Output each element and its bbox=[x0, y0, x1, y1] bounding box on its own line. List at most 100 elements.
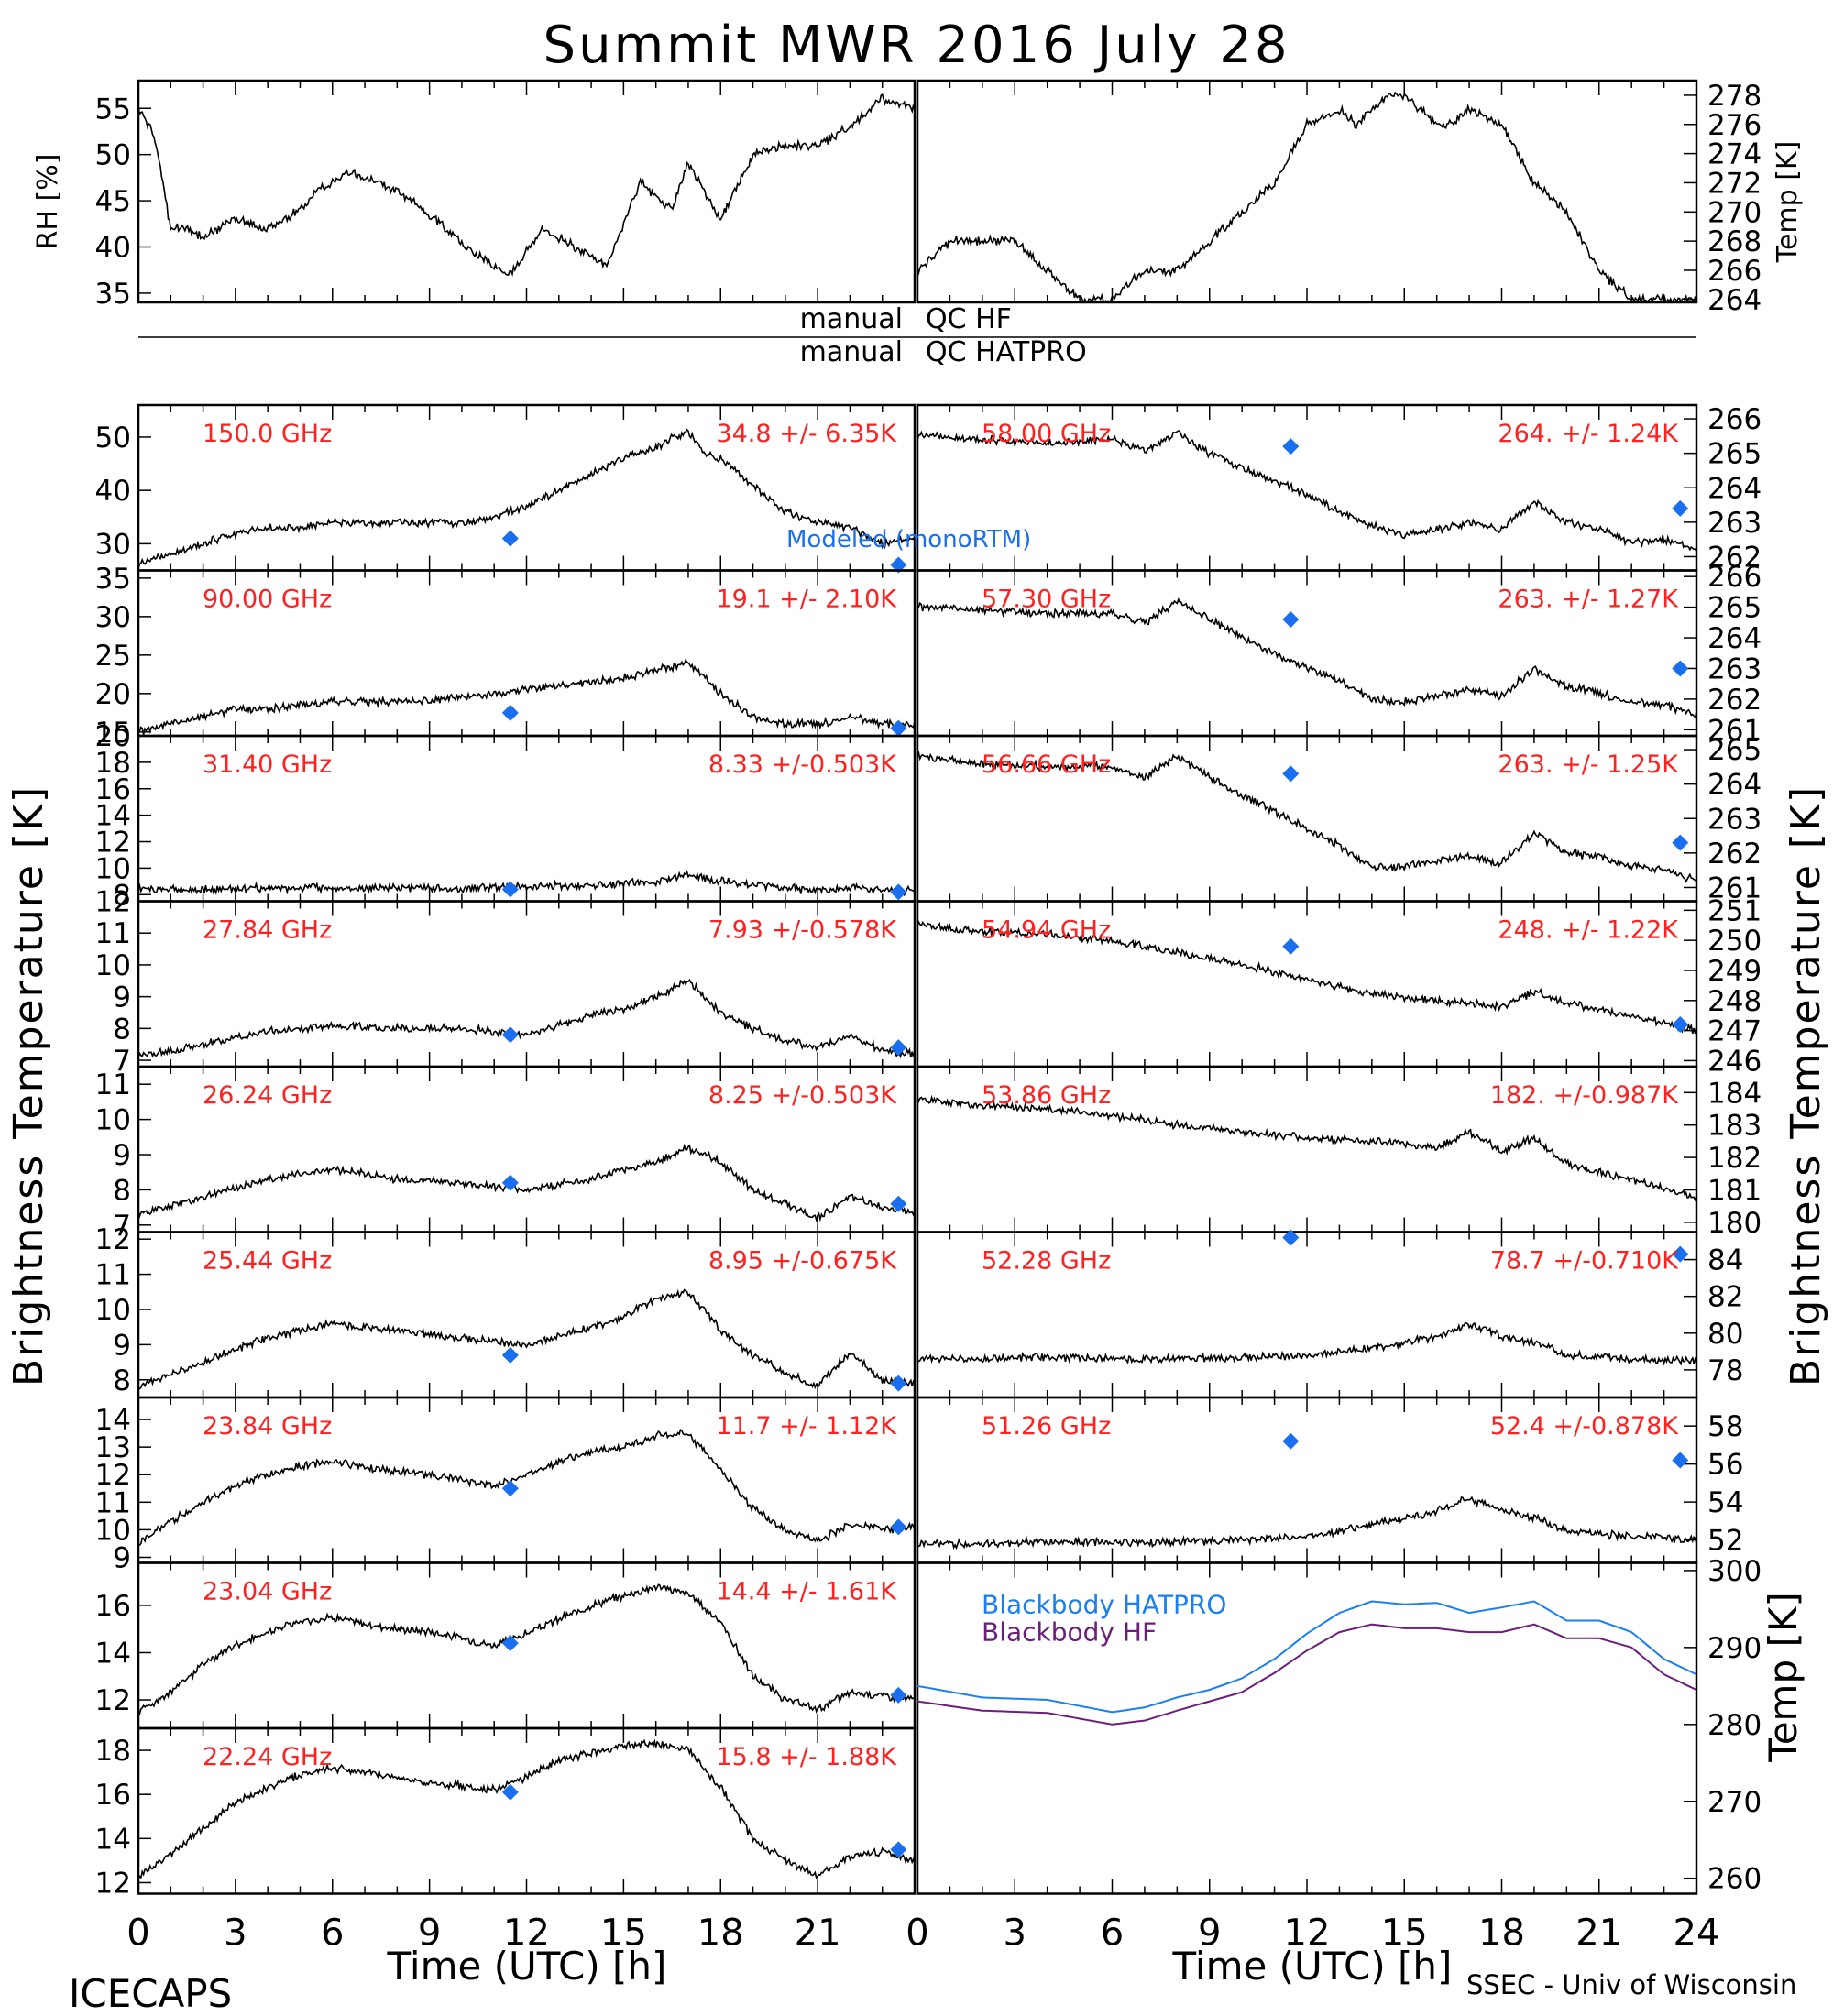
series-line bbox=[138, 870, 915, 897]
y-tick-label: 246 bbox=[1707, 1045, 1762, 1078]
y-tick-label: 247 bbox=[1707, 1015, 1762, 1048]
panel-y-label: Temp [K] bbox=[1772, 141, 1804, 264]
y-tick-label: 7 bbox=[113, 1210, 131, 1243]
stat-label: 34.8 +/- 6.35K bbox=[716, 420, 897, 448]
y-tick-label: 20 bbox=[95, 720, 131, 753]
y-tick-label: 13 bbox=[95, 1431, 131, 1464]
panel-right-6: 58 56 54 52 51.26 GHz 52.4 +/-0.878K bbox=[916, 1396, 1743, 1564]
qc-flags: manual QC HF manual QC HATPRO bbox=[138, 303, 1696, 368]
y-tick-label: 14 bbox=[95, 1404, 131, 1437]
stat-label: 248. +/- 1.22K bbox=[1498, 916, 1679, 945]
series-line bbox=[917, 1321, 1696, 1366]
panel-left-0: 50 40 30 150.0 GHz 34.8 +/- 6.35K bbox=[95, 403, 916, 574]
y-tick-label: 264 bbox=[1707, 284, 1762, 317]
stat-label: 264. +/- 1.24K bbox=[1498, 420, 1679, 448]
stat-label: 7.93 +/-0.578K bbox=[708, 916, 897, 945]
qc-hf-left-label: manual bbox=[800, 303, 903, 335]
model-point bbox=[1672, 660, 1689, 677]
series-line bbox=[917, 1496, 1696, 1550]
model-point bbox=[1282, 765, 1300, 783]
y-tick-label: 260 bbox=[1707, 1863, 1762, 1896]
y-tick-label: 266 bbox=[1707, 561, 1762, 594]
model-point bbox=[1282, 937, 1300, 955]
x-tick-label: 15 bbox=[1381, 1912, 1428, 1955]
y-tick-label: 262 bbox=[1707, 684, 1762, 717]
y-tick-label: 265 bbox=[1707, 438, 1762, 471]
stat-label: 263. +/- 1.27K bbox=[1498, 586, 1679, 614]
x-tick-label: 24 bbox=[1674, 1912, 1720, 1955]
model-point bbox=[890, 1686, 907, 1704]
y-tick-label: 268 bbox=[1707, 225, 1762, 258]
model-point bbox=[890, 1518, 907, 1536]
y-tick-label: 266 bbox=[1707, 403, 1762, 436]
stat-label: 19.1 +/- 2.10K bbox=[716, 586, 897, 614]
y-tick-label: 180 bbox=[1707, 1207, 1762, 1240]
y-tick-label: 9 bbox=[113, 1139, 131, 1172]
y-tick-label: 10 bbox=[95, 1514, 131, 1547]
y-tick-label: 50 bbox=[95, 422, 131, 455]
y-tick-label: 265 bbox=[1707, 734, 1762, 767]
stat-label: 8.95 +/-0.675K bbox=[708, 1247, 897, 1276]
x-tick-label: 15 bbox=[600, 1912, 647, 1955]
series-line bbox=[917, 751, 1696, 883]
left-y-axis-label: Brightness Temperature [K] bbox=[5, 785, 52, 1386]
panel-frame bbox=[137, 79, 916, 304]
panel-left-8: 18 16 14 12 22.24 GHz 15.8 +/- 1.88K bbox=[95, 1726, 916, 1900]
y-tick-label: 30 bbox=[95, 601, 131, 634]
model-point bbox=[890, 1039, 907, 1057]
qc-hatpro-right-label: QC HATPRO bbox=[926, 336, 1087, 368]
frequency-label: 57.30 GHz bbox=[982, 586, 1111, 614]
y-tick-label: 251 bbox=[1707, 894, 1762, 927]
y-tick-label: 262 bbox=[1707, 541, 1762, 574]
series-line bbox=[917, 1600, 1696, 1714]
y-tick-label: 263 bbox=[1707, 803, 1762, 836]
frequency-label: 31.40 GHz bbox=[203, 751, 332, 779]
qc-hatpro-left-label: manual bbox=[800, 336, 903, 368]
panel-y-label: Temp [K] bbox=[1761, 1592, 1806, 1763]
y-tick-label: 40 bbox=[95, 232, 131, 265]
y-tick-label: 10 bbox=[95, 949, 131, 982]
y-tick-label: 11 bbox=[95, 1486, 131, 1519]
series-line bbox=[917, 430, 1696, 553]
y-tick-label: 181 bbox=[1707, 1174, 1762, 1207]
y-tick-label: 12 bbox=[95, 1684, 131, 1717]
model-point bbox=[1672, 1245, 1689, 1263]
y-tick-label: 25 bbox=[95, 640, 131, 673]
y-tick-label: 16 bbox=[95, 773, 131, 806]
series-line bbox=[138, 978, 915, 1059]
series-line bbox=[138, 1143, 915, 1223]
y-tick-label: 12 bbox=[95, 1867, 131, 1900]
y-tick-label: 261 bbox=[1707, 714, 1762, 747]
stat-label: 8.25 +/-0.503K bbox=[708, 1081, 897, 1110]
y-tick-label: 263 bbox=[1707, 652, 1762, 685]
series-line bbox=[138, 428, 915, 570]
model-point bbox=[501, 530, 519, 547]
panel-left-7: 16 14 12 23.04 GHz 14.4 +/- 1.61K bbox=[95, 1561, 916, 1730]
y-tick-label: 270 bbox=[1707, 1786, 1762, 1819]
y-tick-label: 18 bbox=[95, 747, 131, 780]
model-point bbox=[501, 1635, 519, 1652]
y-tick-label: 14 bbox=[95, 1823, 131, 1856]
y-tick-label: 10 bbox=[95, 1104, 131, 1137]
y-tick-label: 52 bbox=[1707, 1525, 1743, 1558]
y-tick-label: 30 bbox=[95, 528, 131, 561]
y-tick-label: 9 bbox=[113, 1329, 131, 1362]
model-point bbox=[890, 1841, 907, 1858]
y-tick-label: 184 bbox=[1707, 1077, 1762, 1110]
series-line bbox=[138, 93, 915, 277]
stat-label: 11.7 +/- 1.12K bbox=[716, 1412, 897, 1441]
y-tick-label: 261 bbox=[1707, 871, 1762, 904]
x-axis: 0 0 3 3 6 6 9 9 12 12 15 15 18 18 21 21 24 bbox=[126, 1912, 1719, 1955]
y-tick-label: 15 bbox=[95, 717, 131, 750]
y-tick-label: 45 bbox=[95, 185, 131, 218]
y-tick-label: 50 bbox=[95, 139, 131, 172]
model-point bbox=[1672, 834, 1689, 851]
frequency-label: 27.84 GHz bbox=[203, 916, 332, 945]
y-tick-label: 263 bbox=[1707, 507, 1762, 540]
y-tick-label: 8 bbox=[113, 1174, 131, 1207]
y-tick-label: 8 bbox=[113, 1013, 131, 1046]
y-tick-label: 35 bbox=[95, 563, 131, 596]
